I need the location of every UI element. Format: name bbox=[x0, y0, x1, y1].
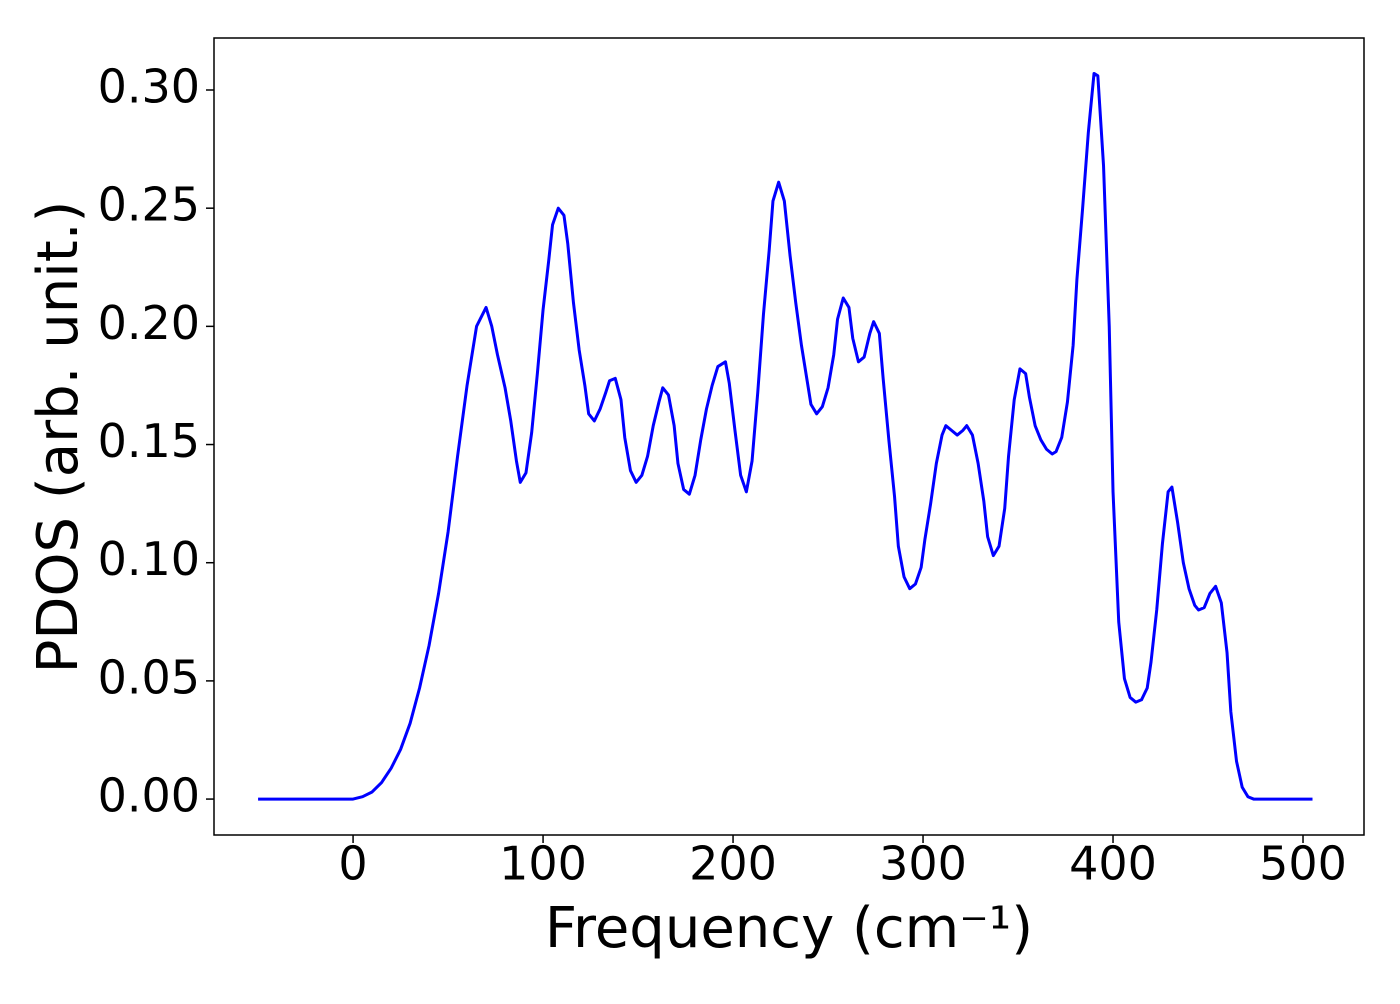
y-tick-label: 0.00 bbox=[98, 769, 200, 823]
y-tick-label: 0.20 bbox=[98, 296, 200, 350]
y-axis-label: PDOS (arb. unit.) bbox=[26, 201, 91, 674]
y-tick-label: 0.25 bbox=[98, 178, 200, 232]
x-tick-label: 200 bbox=[689, 837, 777, 891]
plot-frame bbox=[213, 37, 1365, 836]
y-tick-label: 0.05 bbox=[98, 650, 200, 704]
y-tick-label: 0.30 bbox=[98, 59, 200, 113]
y-tick-label: 0.10 bbox=[98, 532, 200, 586]
data-line bbox=[258, 71, 1313, 801]
y-tick-label: 0.15 bbox=[98, 414, 200, 468]
x-tick-label: 0 bbox=[338, 837, 367, 891]
x-tick-label: 100 bbox=[499, 837, 587, 891]
x-tick-label: 300 bbox=[879, 837, 967, 891]
x-axis-label: Frequency (cm⁻¹) bbox=[545, 896, 1033, 961]
x-tick-label: 400 bbox=[1069, 837, 1157, 891]
x-tick-label: 500 bbox=[1259, 837, 1347, 891]
